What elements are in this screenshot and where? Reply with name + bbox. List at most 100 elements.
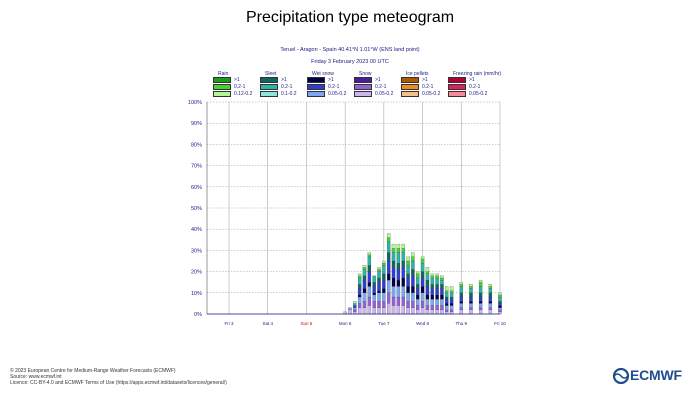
bar-segment [362,279,367,289]
legend-level-label: >1 [328,77,334,83]
bar-segment [488,284,493,287]
legend-level-label: 0.2-1 [422,83,434,90]
legend: Rain >1 0.2-1 0.12-0.2 Sleet >1 0.2-1 0.1-0.2 We… [210,71,501,98]
bar-segment [411,260,415,270]
bar-segment [416,271,420,274]
bar-segment [469,288,473,293]
bar-segment [459,307,463,310]
bar-segment [488,288,493,293]
bar-segment [391,305,396,315]
bar-segment [372,275,376,283]
bar-segment [386,292,391,304]
bar-segment [430,309,434,315]
bar-segment [401,277,405,287]
bar-segment [416,309,420,315]
bar-segment [382,265,386,274]
bar-segment [459,286,463,293]
y-tick-label: 20% [191,270,202,276]
bar-segment [440,309,444,315]
bar-segment [411,256,415,262]
bar-segment [391,296,396,306]
bar-segment [416,284,420,289]
y-tick-label: 90% [191,121,202,127]
bar-segment [362,275,367,281]
bar-segment [488,309,493,315]
bar-segment [498,305,502,308]
bar-segment [362,288,367,293]
bar-segment [411,275,415,287]
legend-swatch [401,90,419,97]
bar-segment [440,305,444,310]
bar-segment [459,301,463,304]
bar-segment [406,277,410,287]
bar-segment [372,292,376,296]
bar-segment [357,277,362,285]
bar-segment [382,273,386,281]
legend-swatch [401,83,419,90]
legend-swatch [307,90,325,97]
bar-segment [396,269,401,281]
bar-segment [353,303,357,306]
legend-level-label: >1 [469,77,475,83]
bar-segment [445,299,449,304]
bar-segment [377,292,381,302]
bar-segment [382,260,386,264]
bar-segment [411,286,415,293]
bar-segment [440,284,444,289]
bar-segment [377,271,381,279]
bar-segment [396,243,401,249]
bar-segment [498,309,502,312]
legend-swatch [354,90,372,97]
x-tick-label: Sat 4 [262,321,273,326]
meteogram-chart: 0% 10% 20% 30% 40% 50% 60% 70% 80% 90% 100% Fri 3 Sa… [188,100,506,326]
bar-segment [357,307,362,315]
bar-segment [377,269,381,272]
y-tick-label: 70% [191,164,202,170]
legend-group: Snow >1 0.2-1 0.05-0.2 [351,71,397,98]
legend-level-label: >1 [422,77,428,83]
bar-segment [401,296,405,306]
bar-segment [406,273,410,279]
bar-segment [445,303,449,306]
bar-segment [396,286,401,298]
bar-segment [449,303,454,306]
bar-segment [372,286,376,293]
y-tick-label: 40% [191,227,202,233]
bar-segment [396,263,401,270]
bar-segment [430,299,434,306]
bar-segment [498,296,502,302]
bar-segment [411,301,415,308]
x-tick-label: Sun 5 [301,321,313,326]
bar-segment [362,301,367,308]
bar-segment [391,260,396,268]
bar-segment [386,252,391,262]
bar-segment [445,305,449,310]
bar-segment [488,292,493,298]
legend-group-title: Ice pellets [406,71,429,77]
bar-segment [406,307,410,315]
bar-segment [382,279,386,289]
bar-segment [425,286,430,296]
legend-swatch [307,83,325,90]
bar-segment [416,277,420,285]
legend-swatch [213,77,231,83]
bar-segment [416,273,420,279]
ecmwf-logo-icon [612,368,630,384]
legend-level-label: 0.2-1 [375,83,387,90]
bar-segment [459,292,463,298]
bar-segment [396,296,401,306]
bar-segment [449,299,454,304]
bar-segment [425,271,430,274]
bar-segment [357,303,362,308]
bar-segment [401,243,405,249]
bar-segment [425,267,430,272]
chart-title: Precipitation type meteogram [245,9,455,26]
bar-segment [372,294,376,302]
bar-segment [401,252,405,262]
legend-swatch [354,77,372,83]
bar-segment [396,248,401,253]
footer: © 2023 European Centre for Medium-Range … [10,368,227,386]
bar-segment [367,252,372,255]
bar-segment [449,305,454,310]
y-tick-label: 80% [191,142,202,148]
